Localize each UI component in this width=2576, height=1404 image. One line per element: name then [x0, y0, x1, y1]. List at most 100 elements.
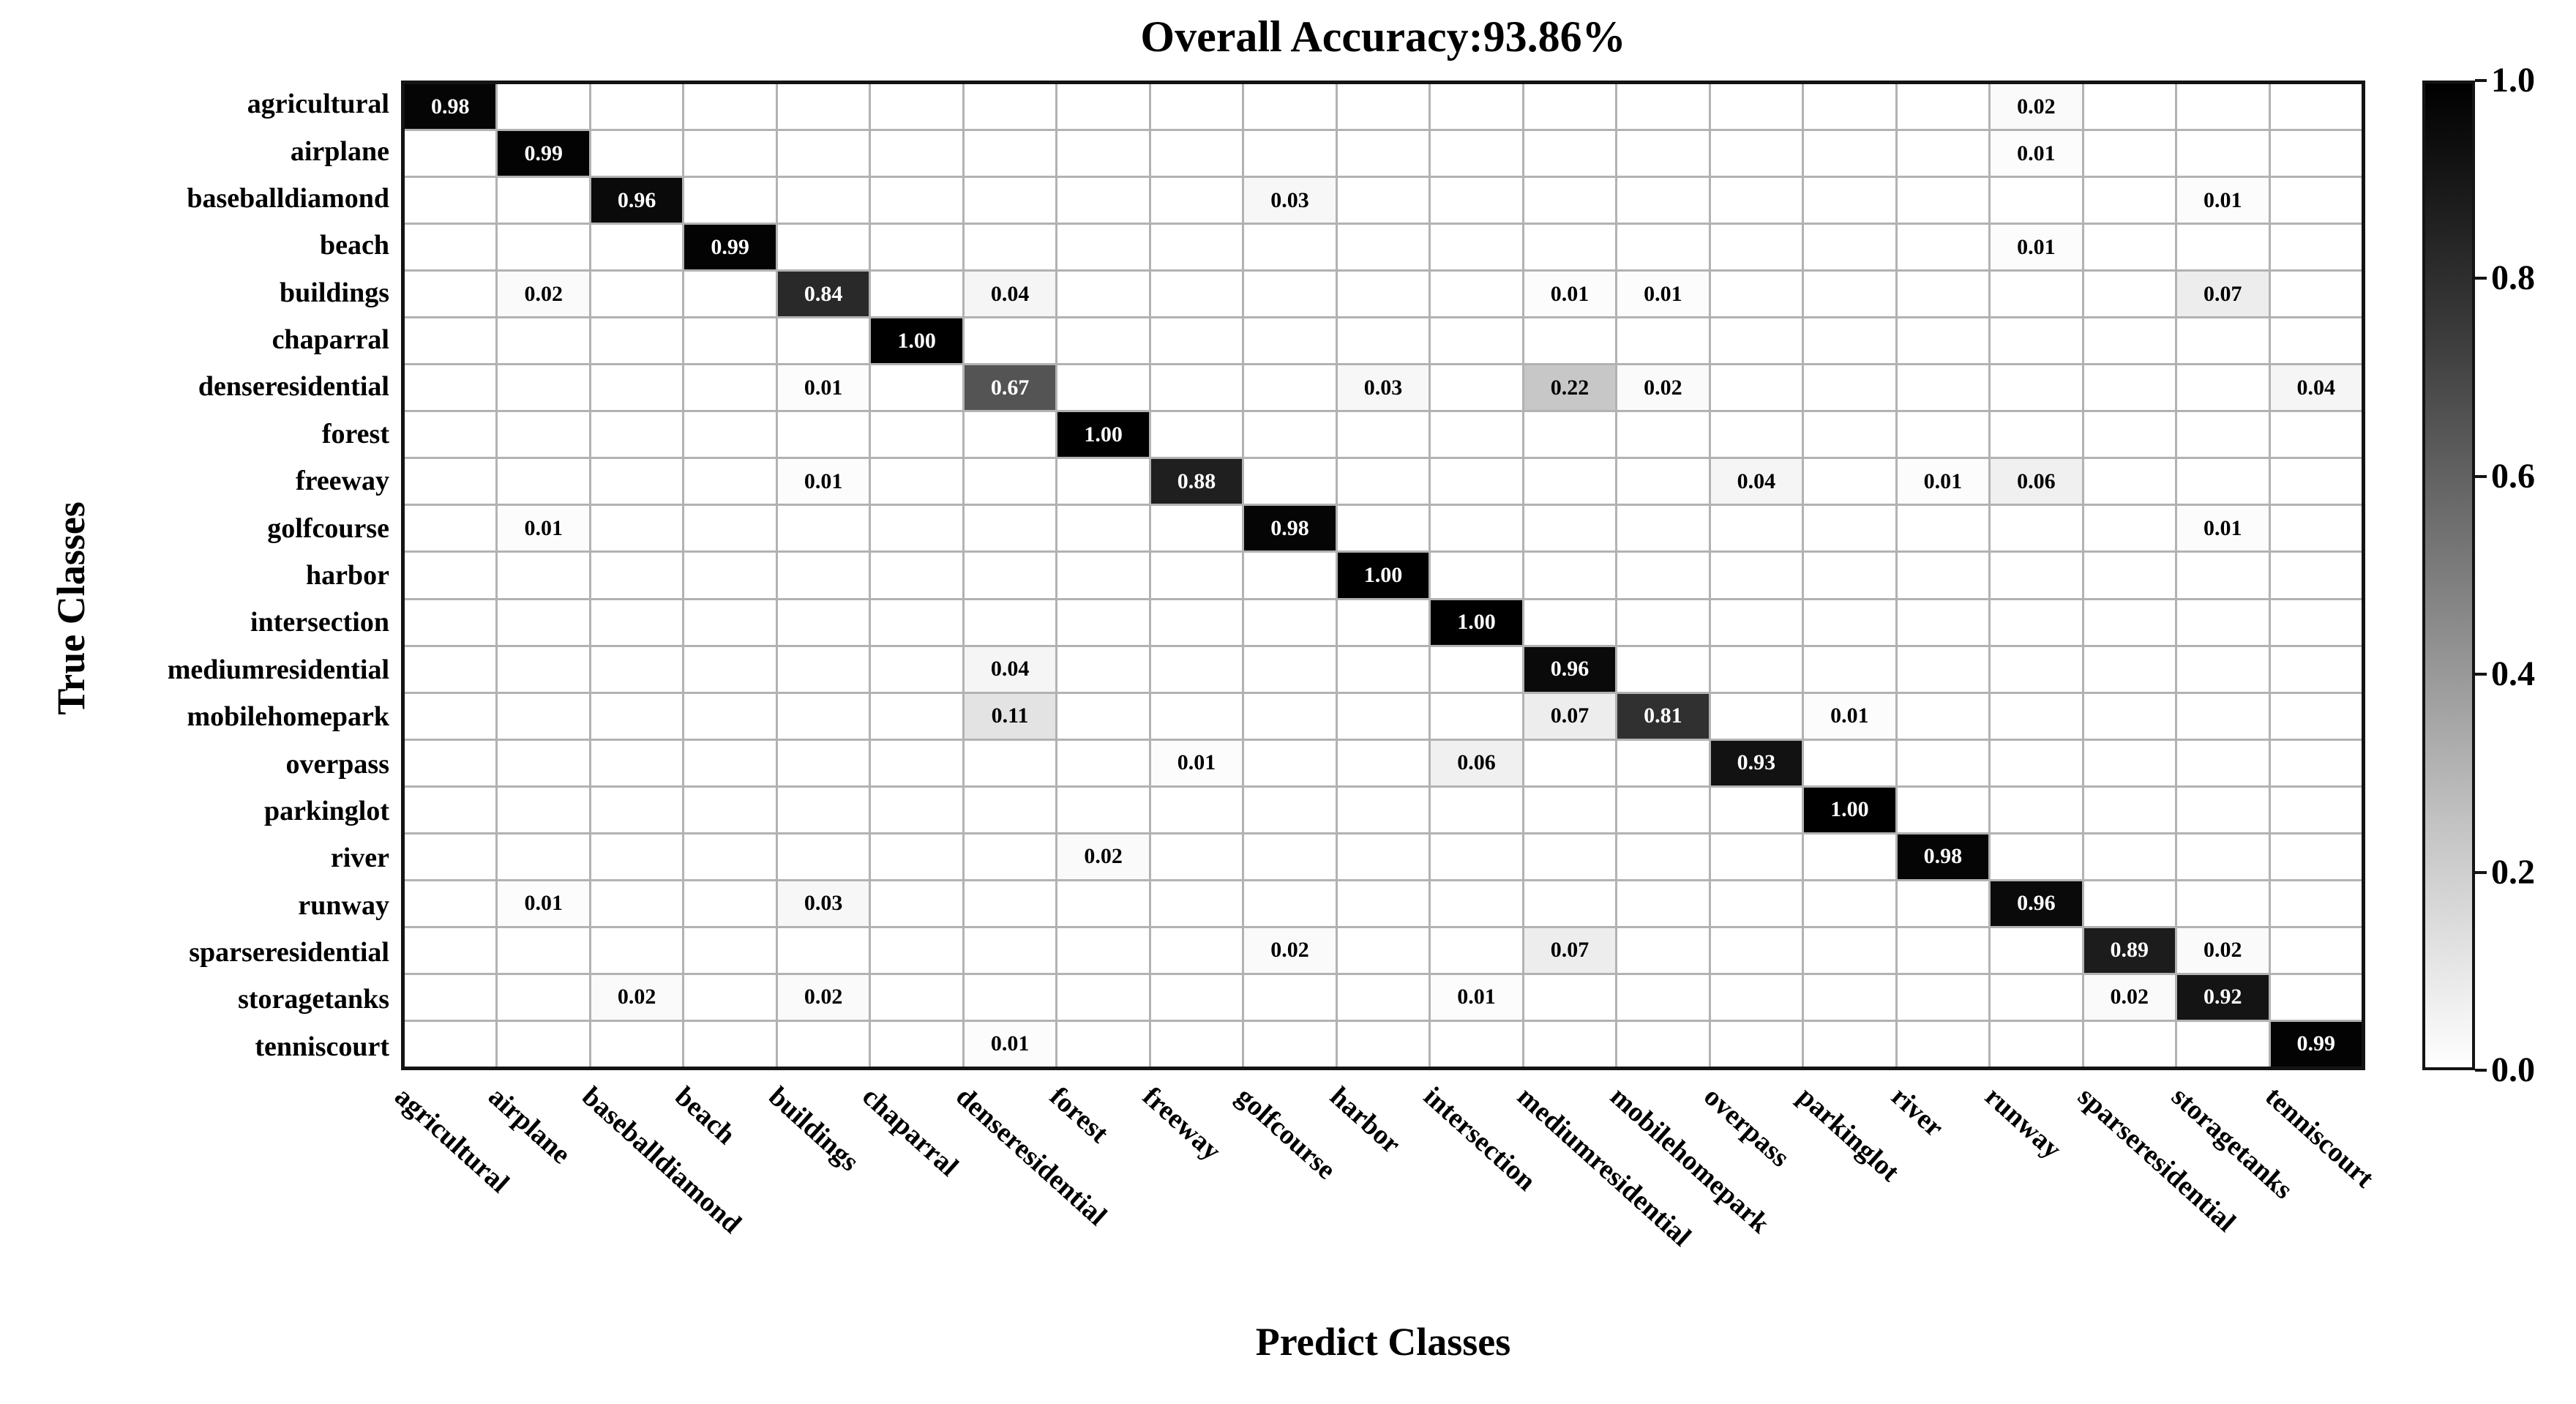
matrix-cell-denseresidential-mobilehomepark: 0.02: [1617, 365, 1709, 411]
matrix-cell-denseresidential-mediumresidential: 0.22: [1524, 365, 1616, 411]
matrix-cell-forest-mobilehomepark: [1617, 412, 1709, 458]
matrix-cell-baseballdiamond-agricultural: [405, 178, 496, 223]
matrix-cell-mediumresidential-denseresidential: 0.04: [964, 646, 1056, 692]
matrix-cell-denseresidential-forest: [1057, 365, 1149, 411]
matrix-cell-airplane-tenniscourt: [2270, 131, 2362, 176]
matrix-cell-airplane-forest: [1057, 131, 1149, 176]
matrix-cell-sparseresidential-baseballdiamond: [591, 927, 683, 973]
matrix-cell-beach-denseresidential: [964, 225, 1056, 270]
matrix-cell-river-harbor: [1337, 834, 1429, 879]
matrix-cell-denseresidential-freeway: [1150, 365, 1243, 411]
matrix-cell-golfcourse-sparseresidential: [2083, 506, 2176, 551]
matrix-cell-denseresidential-storagetanks: [2177, 365, 2269, 411]
matrix-cell-mobilehomepark-beach: [684, 693, 776, 739]
matrix-cell-parkinglot-river: [1897, 787, 1989, 832]
matrix-cell-parkinglot-denseresidential: [964, 787, 1056, 832]
matrix-cell-storagetanks-mobilehomepark: [1617, 974, 1709, 1020]
matrix-cell-forest-runway: [1991, 412, 2082, 458]
matrix-cell-baseballdiamond-baseballdiamond: 0.96: [591, 178, 683, 223]
matrix-cell-tenniscourt-buildings: [777, 1021, 869, 1067]
matrix-cell-mobilehomepark-intersection: [1431, 693, 1522, 739]
matrix-cell-baseballdiamond-buildings: [777, 178, 869, 223]
matrix-cell-beach-baseballdiamond: [591, 225, 683, 270]
matrix-cell-overpass-mobilehomepark: [1617, 740, 1709, 785]
matrix-cell-buildings-buildings: 0.84: [777, 272, 869, 317]
matrix-cell-airplane-agricultural: [405, 131, 496, 176]
colorbar-tick-mark: [2475, 870, 2487, 874]
matrix-cell-overpass-harbor: [1337, 740, 1429, 785]
matrix-cell-tenniscourt-mediumresidential: [1524, 1021, 1616, 1067]
matrix-cell-chaparral-baseballdiamond: [591, 318, 683, 364]
matrix-cell-mobilehomepark-buildings: [777, 693, 869, 739]
matrix-cell-harbor-mediumresidential: [1524, 553, 1616, 598]
matrix-cell-beach-parkinglot: [1804, 225, 1895, 270]
matrix-cell-runway-harbor: [1337, 881, 1429, 926]
matrix-cell-mediumresidential-runway: [1991, 646, 2082, 692]
matrix-cell-beach-buildings: [777, 225, 869, 270]
x-tick-label-freeway: freeway: [1137, 1080, 1227, 1167]
matrix-cell-forest-agricultural: [405, 412, 496, 458]
matrix-cell-sparseresidential-forest: [1057, 927, 1149, 973]
colorbar-tick-label-0.4: 0.4: [2491, 654, 2535, 694]
matrix-cell-parkinglot-tenniscourt: [2270, 787, 2362, 832]
matrix-cell-buildings-runway: [1991, 272, 2082, 317]
matrix-cell-tenniscourt-runway: [1991, 1021, 2082, 1067]
matrix-cell-parkinglot-overpass: [1710, 787, 1802, 832]
matrix-cell-storagetanks-runway: [1991, 974, 2082, 1020]
matrix-cell-buildings-freeway: [1150, 272, 1243, 317]
matrix-cell-baseballdiamond-mediumresidential: [1524, 178, 1616, 223]
matrix-cell-river-baseballdiamond: [591, 834, 683, 879]
colorbar-tick-mark: [2475, 474, 2487, 478]
matrix-cell-buildings-chaparral: [871, 272, 962, 317]
matrix-cell-intersection-overpass: [1710, 600, 1802, 645]
matrix-cell-river-storagetanks: [2177, 834, 2269, 879]
x-tick-label-beach: beach: [669, 1080, 742, 1151]
matrix-cell-agricultural-chaparral: [871, 84, 962, 130]
matrix-cell-denseresidential-intersection: [1431, 365, 1522, 411]
matrix-cell-airplane-harbor: [1337, 131, 1429, 176]
matrix-cell-storagetanks-denseresidential: [964, 974, 1056, 1020]
matrix-cell-forest-golfcourse: [1244, 412, 1336, 458]
y-tick-label-buildings: buildings: [280, 277, 389, 308]
matrix-cell-mobilehomepark-parkinglot: 0.01: [1804, 693, 1895, 739]
matrix-cell-airplane-mediumresidential: [1524, 131, 1616, 176]
matrix-cell-forest-forest: 1.00: [1057, 412, 1149, 458]
matrix-cell-runway-mobilehomepark: [1617, 881, 1709, 926]
matrix-cell-freeway-baseballdiamond: [591, 459, 683, 504]
matrix-cell-buildings-storagetanks: 0.07: [2177, 272, 2269, 317]
matrix-cell-mediumresidential-river: [1897, 646, 1989, 692]
matrix-cell-buildings-river: [1897, 272, 1989, 317]
matrix-cell-buildings-airplane: 0.02: [498, 272, 589, 317]
matrix-cell-agricultural-river: [1897, 84, 1989, 130]
matrix-cell-sparseresidential-river: [1897, 927, 1989, 973]
matrix-cell-river-mobilehomepark: [1617, 834, 1709, 879]
matrix-cell-chaparral-sparseresidential: [2083, 318, 2176, 364]
matrix-cell-tenniscourt-freeway: [1150, 1021, 1243, 1067]
matrix-cell-denseresidential-buildings: 0.01: [777, 365, 869, 411]
matrix-cell-storagetanks-agricultural: [405, 974, 496, 1020]
matrix-cell-mobilehomepark-river: [1897, 693, 1989, 739]
matrix-cell-tenniscourt-golfcourse: [1244, 1021, 1336, 1067]
matrix-cell-sparseresidential-airplane: [498, 927, 589, 973]
matrix-cell-storagetanks-forest: [1057, 974, 1149, 1020]
matrix-cell-parkinglot-mediumresidential: [1524, 787, 1616, 832]
matrix-cell-river-agricultural: [405, 834, 496, 879]
matrix-cell-agricultural-sparseresidential: [2083, 84, 2176, 130]
matrix-cell-harbor-golfcourse: [1244, 553, 1336, 598]
matrix-cell-intersection-parkinglot: [1804, 600, 1895, 645]
matrix-cell-golfcourse-parkinglot: [1804, 506, 1895, 551]
matrix-cell-denseresidential-harbor: 0.03: [1337, 365, 1429, 411]
matrix-cell-agricultural-golfcourse: [1244, 84, 1336, 130]
matrix-cell-intersection-baseballdiamond: [591, 600, 683, 645]
matrix-cell-buildings-mobilehomepark: 0.01: [1617, 272, 1709, 317]
matrix-cell-harbor-airplane: [498, 553, 589, 598]
x-tick-label-mediumresidential: mediumresidential: [1510, 1080, 1697, 1252]
matrix-cell-airplane-denseresidential: [964, 131, 1056, 176]
matrix-cell-baseballdiamond-freeway: [1150, 178, 1243, 223]
matrix-cell-sparseresidential-denseresidential: [964, 927, 1056, 973]
matrix-cell-runway-storagetanks: [2177, 881, 2269, 926]
matrix-cell-river-airplane: [498, 834, 589, 879]
matrix-cell-intersection-airplane: [498, 600, 589, 645]
colorbar-tick-mark: [2475, 79, 2487, 82]
matrix-cell-runway-chaparral: [871, 881, 962, 926]
